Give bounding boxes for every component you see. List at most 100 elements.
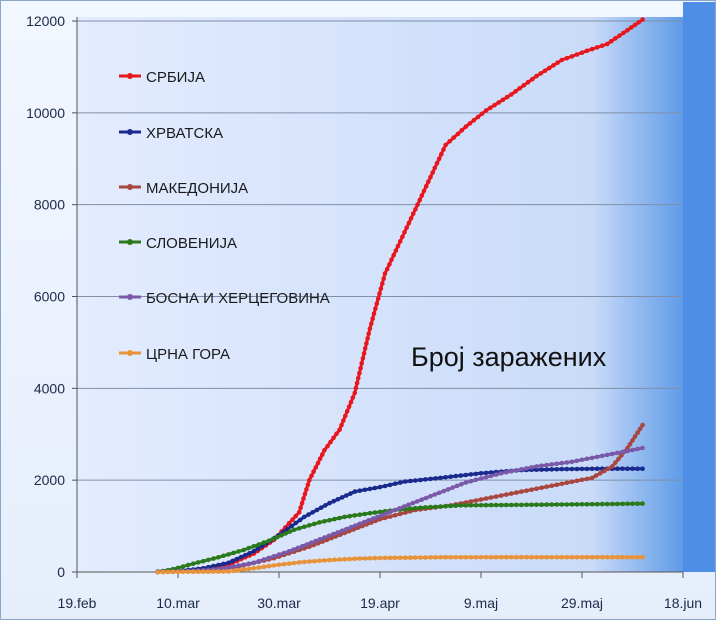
data-point bbox=[251, 544, 257, 549]
data-point bbox=[413, 207, 418, 212]
data-point bbox=[534, 554, 539, 560]
data-point bbox=[415, 202, 420, 207]
data-point bbox=[539, 467, 544, 472]
data-point bbox=[493, 554, 499, 560]
data-point bbox=[594, 554, 600, 560]
data-point bbox=[296, 526, 302, 531]
data-point bbox=[423, 184, 429, 189]
data-point bbox=[366, 331, 372, 336]
data-point bbox=[299, 500, 305, 506]
data-point bbox=[473, 477, 479, 483]
data-point bbox=[459, 481, 464, 487]
data-point bbox=[397, 480, 403, 485]
data-point bbox=[310, 510, 316, 515]
data-point bbox=[500, 97, 506, 103]
data-point bbox=[236, 568, 241, 573]
data-point bbox=[564, 480, 570, 486]
y-axis-ticks: 0 2000 4000 6000 8000 10000 12000 bbox=[26, 13, 77, 580]
data-point bbox=[492, 102, 497, 108]
data-point bbox=[640, 554, 645, 560]
data-point bbox=[606, 466, 611, 472]
data-point bbox=[226, 552, 231, 557]
legend-item-4: СЛОВЕНИЈА bbox=[119, 235, 237, 252]
data-point bbox=[473, 498, 479, 503]
legend-marker bbox=[127, 73, 133, 79]
data-point bbox=[355, 375, 361, 381]
data-point bbox=[478, 476, 484, 481]
data-point bbox=[387, 555, 393, 561]
data-point bbox=[428, 504, 433, 510]
data-point bbox=[564, 502, 570, 507]
data-point bbox=[293, 520, 299, 526]
legend-item-6: ЦРНА ГОРА bbox=[119, 346, 230, 363]
data-point bbox=[453, 503, 459, 509]
data-point bbox=[630, 466, 635, 472]
data-point bbox=[627, 441, 633, 447]
data-point bbox=[569, 554, 575, 560]
data-point bbox=[488, 495, 494, 500]
data-point bbox=[514, 554, 519, 560]
data-point bbox=[327, 517, 332, 523]
data-point bbox=[458, 555, 464, 560]
data-point bbox=[551, 63, 556, 68]
data-point bbox=[569, 502, 575, 507]
data-point bbox=[362, 487, 368, 493]
data-point bbox=[433, 555, 438, 560]
data-point bbox=[478, 555, 484, 560]
data-point bbox=[216, 562, 221, 568]
data-point bbox=[493, 472, 499, 477]
data-point bbox=[605, 452, 610, 458]
data-point bbox=[206, 557, 211, 563]
data-point bbox=[504, 502, 509, 508]
data-point bbox=[498, 554, 504, 560]
data-point bbox=[344, 526, 349, 532]
data-point bbox=[428, 493, 433, 499]
data-point bbox=[275, 534, 280, 540]
data-point bbox=[589, 501, 595, 507]
data-point bbox=[529, 465, 534, 470]
data-point bbox=[584, 476, 590, 482]
legend-label: СЛОВЕНИЈА bbox=[146, 235, 237, 252]
data-point bbox=[246, 566, 251, 572]
data-point bbox=[467, 121, 473, 126]
data-point bbox=[519, 502, 524, 508]
data-point bbox=[544, 467, 549, 472]
data-point bbox=[605, 41, 610, 47]
y-tick-label: 4000 bbox=[34, 380, 65, 396]
data-point bbox=[589, 466, 595, 472]
data-point bbox=[384, 266, 390, 272]
data-point bbox=[554, 502, 560, 507]
data-point bbox=[362, 346, 368, 351]
data-point bbox=[392, 513, 398, 518]
data-point bbox=[352, 513, 358, 518]
data-point bbox=[514, 502, 519, 508]
data-point bbox=[569, 54, 575, 59]
data-point bbox=[370, 516, 376, 521]
data-point bbox=[195, 560, 201, 565]
data-point bbox=[304, 542, 310, 547]
data-point bbox=[353, 385, 359, 391]
data-point bbox=[519, 489, 524, 494]
data-point bbox=[392, 507, 398, 513]
data-point bbox=[519, 554, 524, 560]
data-point bbox=[391, 252, 397, 258]
data-point bbox=[524, 554, 529, 560]
data-point bbox=[589, 46, 595, 52]
data-point bbox=[221, 553, 226, 559]
data-point bbox=[584, 502, 590, 507]
data-point bbox=[483, 470, 489, 476]
data-point bbox=[344, 409, 350, 414]
data-point bbox=[313, 538, 318, 544]
data-point bbox=[564, 55, 570, 61]
data-point bbox=[530, 76, 535, 82]
data-point bbox=[549, 483, 554, 489]
data-point bbox=[468, 503, 474, 508]
x-tick-label: 30.mar bbox=[257, 595, 301, 611]
data-point bbox=[397, 239, 403, 244]
data-point bbox=[524, 502, 529, 508]
data-point bbox=[423, 555, 428, 560]
data-point bbox=[331, 435, 336, 441]
data-point bbox=[175, 569, 181, 575]
data-point bbox=[436, 156, 442, 162]
data-point bbox=[373, 306, 378, 311]
